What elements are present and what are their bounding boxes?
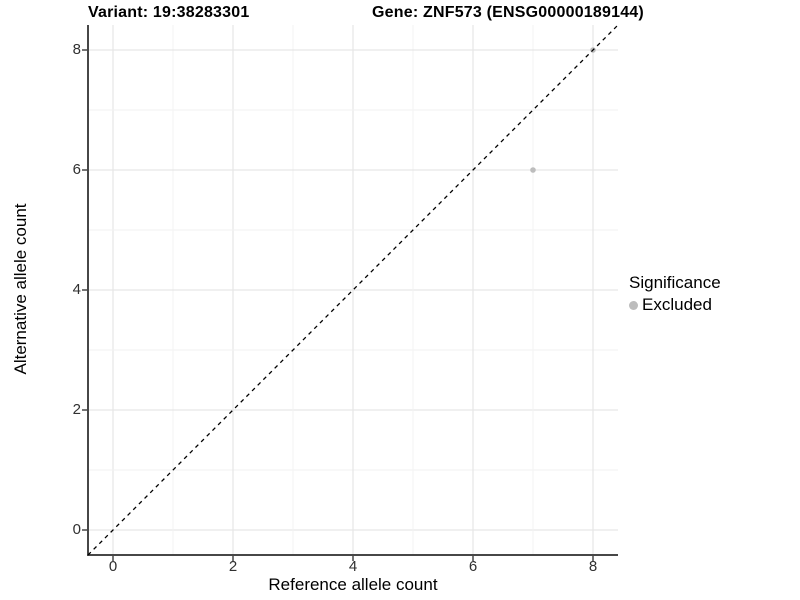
x-tick-label: 2	[228, 558, 238, 575]
legend-title: Significance	[629, 273, 721, 292]
plot-title-gene: Gene: ZNF573 (ENSG00000189144)	[372, 4, 644, 21]
legend-item-excluded: Excluded	[629, 295, 721, 315]
legend-item-label: Excluded	[642, 295, 712, 314]
x-tick-label: 0	[108, 558, 118, 575]
plot-title-variant: Variant: 19:38283301	[88, 4, 250, 21]
x-tick-label: 6	[468, 558, 478, 575]
x-tick-label: 8	[588, 558, 598, 575]
x-axis-title: Reference allele count	[268, 575, 438, 594]
y-axis-title: Alternative allele count	[11, 203, 30, 375]
identity-reference-line	[87, 24, 619, 556]
y-tick-label: 2	[72, 401, 81, 418]
data-point	[530, 167, 536, 173]
y-tick-label: 6	[72, 161, 81, 178]
y-tick-label: 8	[72, 41, 81, 58]
y-tick-label: 4	[72, 281, 81, 298]
legend: Significance Excluded	[629, 273, 721, 315]
y-tick-label: 0	[72, 521, 81, 538]
x-tick-label: 4	[348, 558, 358, 575]
legend-key-dot-icon	[629, 300, 638, 310]
